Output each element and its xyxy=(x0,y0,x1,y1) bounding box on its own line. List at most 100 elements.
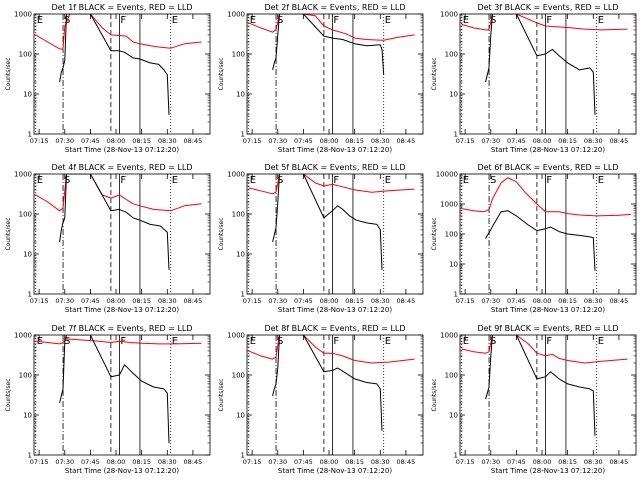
chart-6-series-black xyxy=(485,210,596,271)
chart-8-series-black xyxy=(272,335,383,431)
chart-3-xtick-label: 07:15 xyxy=(456,137,475,145)
chart-6-frame xyxy=(459,173,637,295)
chart-5-series-red xyxy=(248,174,415,195)
chart-6-marker-label: F xyxy=(546,175,552,186)
chart-9-marker-label: F xyxy=(546,336,552,347)
chart-9-xtick-label: 08:00 xyxy=(533,458,552,466)
chart-7-xtick-label: 08:00 xyxy=(107,458,126,466)
chart-5-xtick-label: 08:15 xyxy=(345,297,364,305)
chart-6-ytick-label: 100 xyxy=(445,231,458,239)
chart-2-ytick-label: 100 xyxy=(232,51,245,59)
chart-9-series-red xyxy=(461,335,628,364)
chart-4-xtick-label: 08:30 xyxy=(158,297,177,305)
chart-8-marker-label: F xyxy=(333,336,339,347)
chart-1-series-red xyxy=(35,14,202,50)
chart-9-ytick-label: 1 xyxy=(454,452,458,460)
chart-4-ytick-label: 1000 xyxy=(14,171,32,179)
chart-1-title: Det 1f BLACK = Events, RED = LLD xyxy=(51,3,192,12)
chart-7-ylabel: Counts/sec xyxy=(5,378,12,411)
chart-4-series-red xyxy=(35,174,202,212)
chart-6-marker-label: E xyxy=(463,175,469,186)
chart-8-marker-label: S xyxy=(277,336,283,347)
chart-1-ytick-label: 1 xyxy=(28,131,32,139)
chart-2-title: Det 2f BLACK = Events, RED = LLD xyxy=(264,3,405,12)
chart-2-ytick-label: 1 xyxy=(241,131,245,139)
chart-6-xlabel: Start Time (28-Nov-13 07:12:20) xyxy=(491,306,605,314)
chart-3: Det 3f BLACK = Events, RED = LLD Counts/s… xyxy=(431,3,637,154)
chart-3-ylabel: Counts/sec xyxy=(431,57,438,90)
chart-5-xtick-label: 08:30 xyxy=(371,297,390,305)
chart-5: Det 5f BLACK = Events, RED = LLD Counts/s… xyxy=(218,163,424,314)
chart-6: Det 6f BLACK = Events, RED = LLD Counts/s… xyxy=(431,163,637,314)
chart-7-xtick-label: 08:15 xyxy=(132,458,151,466)
chart-2-xtick-label: 08:15 xyxy=(345,137,364,145)
chart-5-marker-label: E xyxy=(385,175,391,186)
chart-7: Det 7f BLACK = Events, RED = LLD Counts/s… xyxy=(5,324,211,475)
chart-9: Det 9f BLACK = Events, RED = LLD Counts/s… xyxy=(431,324,637,475)
chart-5-ylabel: Counts/sec xyxy=(218,217,225,250)
chart-1-xtick-label: 07:30 xyxy=(55,137,74,145)
chart-2-ytick-label: 1000 xyxy=(227,11,245,19)
chart-7-series-black xyxy=(59,335,170,444)
chart-2-ylabel: Counts/sec xyxy=(218,57,225,90)
chart-6-ylabel: Counts/sec xyxy=(431,217,438,250)
chart-6-xtick-label: 08:00 xyxy=(533,297,552,305)
chart-6-xtick-label: 08:45 xyxy=(610,297,629,305)
chart-2-marker-label: S xyxy=(277,15,283,26)
chart-5-xtick-label: 07:45 xyxy=(294,297,313,305)
chart-7-frame xyxy=(33,334,211,456)
chart-3-xlabel: Start Time (28-Nov-13 07:12:20) xyxy=(491,146,605,154)
chart-7-xlabel: Start Time (28-Nov-13 07:12:20) xyxy=(65,467,179,475)
chart-5-ytick-label: 100 xyxy=(232,211,245,219)
chart-6-title: Det 6f BLACK = Events, RED = LLD xyxy=(477,163,618,172)
chart-4-xlabel: Start Time (28-Nov-13 07:12:20) xyxy=(65,306,179,314)
chart-4-xtick-label: 08:00 xyxy=(107,297,126,305)
chart-4-xtick-label: 07:45 xyxy=(81,297,100,305)
chart-3-ytick-label: 10 xyxy=(449,91,458,99)
chart-4-ytick-label: 100 xyxy=(19,211,32,219)
chart-7-xtick-label: 08:30 xyxy=(158,458,177,466)
chart-1-ytick-label: 10 xyxy=(23,91,32,99)
chart-6-xtick-label: 08:15 xyxy=(558,297,577,305)
chart-9-marker-label: E xyxy=(463,336,469,347)
chart-4: Det 4f BLACK = Events, RED = LLD Counts/s… xyxy=(5,163,211,314)
chart-5-xtick-label: 08:00 xyxy=(320,297,339,305)
chart-2: Det 2f BLACK = Events, RED = LLD Counts/s… xyxy=(218,3,424,154)
chart-6-xtick-label: 07:15 xyxy=(456,297,475,305)
chart-1-xtick-label: 08:45 xyxy=(184,137,203,145)
chart-5-xlabel: Start Time (28-Nov-13 07:12:20) xyxy=(278,306,392,314)
chart-3-xtick-label: 07:45 xyxy=(507,137,526,145)
chart-2-ytick-label: 10 xyxy=(236,91,245,99)
chart-6-ytick-label: 10 xyxy=(449,261,458,269)
chart-4-marker-label: S xyxy=(64,175,70,186)
chart-1-xtick-label: 08:30 xyxy=(158,137,177,145)
chart-4-marker-label: F xyxy=(120,175,126,186)
chart-9-ytick-label: 1000 xyxy=(440,332,458,340)
chart-8-xtick-label: 08:15 xyxy=(345,458,364,466)
chart-1-ytick-label: 1000 xyxy=(14,11,32,19)
chart-2-xtick-label: 07:30 xyxy=(268,137,287,145)
chart-3-xtick-label: 07:30 xyxy=(481,137,500,145)
chart-5-marker-label: E xyxy=(250,175,256,186)
chart-7-title: Det 7f BLACK = Events, RED = LLD xyxy=(51,324,192,333)
chart-8-ytick-label: 1 xyxy=(241,452,245,460)
chart-1: Det 1f BLACK = Events, RED = LLD Counts/s… xyxy=(5,3,211,154)
chart-4-xtick-label: 07:15 xyxy=(30,297,49,305)
chart-1-frame xyxy=(33,13,211,135)
chart-4-ytick-label: 1 xyxy=(28,291,32,299)
chart-6-ytick-label: 10000 xyxy=(436,171,458,179)
chart-2-marker-label: E xyxy=(250,15,256,26)
chart-8-xlabel: Start Time (28-Nov-13 07:12:20) xyxy=(278,467,392,475)
chart-4-xtick-label: 08:15 xyxy=(132,297,151,305)
chart-8-xtick-label: 08:30 xyxy=(371,458,390,466)
chart-6-series-red xyxy=(461,177,631,217)
chart-7-ytick-label: 10 xyxy=(23,412,32,420)
chart-4-marker-label: E xyxy=(37,175,43,186)
chart-8-ytick-label: 1000 xyxy=(227,332,245,340)
chart-3-xtick-label: 08:45 xyxy=(610,137,629,145)
chart-3-marker-label: F xyxy=(546,15,552,26)
chart-1-ytick-label: 100 xyxy=(19,51,32,59)
chart-9-marker-label: E xyxy=(598,336,604,347)
chart-9-xtick-label: 08:30 xyxy=(584,458,603,466)
